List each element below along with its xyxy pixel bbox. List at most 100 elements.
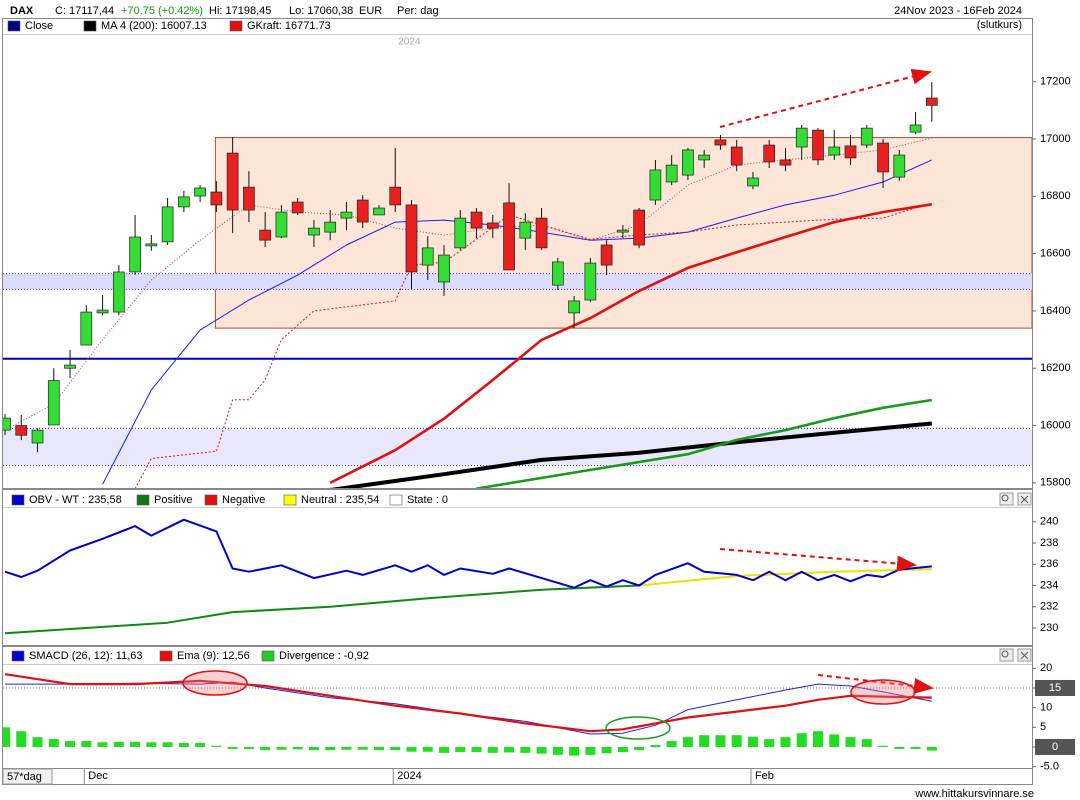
candle-body: [730, 146, 743, 166]
candle-body: [665, 164, 678, 183]
candle-body: [649, 169, 662, 201]
histogram-bar: [325, 746, 336, 751]
y-tick-label: 17000: [1040, 133, 1071, 145]
candle-body: [373, 207, 385, 216]
legend-swatch: [11, 494, 25, 506]
y-tick-label: 232: [1040, 601, 1058, 613]
watermark: www.hittakursvinnare.se: [914, 788, 1034, 800]
histogram-bar: [373, 746, 384, 751]
histogram-bar: [97, 742, 108, 747]
histogram-bar: [780, 737, 791, 747]
legend-label: OBV - WT : 235,58: [29, 494, 122, 506]
histogram-bar: [3, 727, 10, 747]
y-tick-label: 16600: [1040, 248, 1071, 260]
candle-body: [779, 159, 792, 166]
histogram-bar: [276, 746, 287, 750]
candle-body: [535, 217, 548, 249]
candle-body: [80, 311, 93, 346]
candle-body: [129, 236, 141, 273]
candle-body: [860, 127, 873, 146]
series-line: [4, 518, 932, 589]
candle-body: [389, 186, 402, 206]
close-icon: [1020, 651, 1029, 660]
legend-swatch: [83, 20, 97, 32]
trend-arrow: [719, 68, 932, 128]
candle-body: [584, 262, 597, 301]
legend-label: Neutral : 235,54: [301, 494, 379, 506]
candle-body: [161, 206, 174, 243]
candle-body: [194, 187, 206, 197]
histogram-bar: [341, 746, 352, 750]
histogram-bar: [65, 741, 76, 747]
legend-label: Negative: [222, 494, 265, 506]
series-line: [4, 584, 640, 635]
candle-body: [682, 149, 694, 176]
histogram-bar: [130, 741, 141, 747]
series-line: [4, 137, 932, 431]
histogram-bar: [666, 741, 677, 747]
histogram-bar: [894, 746, 905, 749]
macd-frame: [2, 646, 1033, 769]
legend-swatch: [159, 650, 173, 662]
highlight-ellipse: [850, 679, 916, 705]
candle-body: [486, 222, 499, 229]
trend-arrow: [817, 674, 934, 694]
candle-body: [698, 154, 711, 161]
histogram-bar: [162, 742, 173, 747]
y-tick-label: 16800: [1040, 190, 1071, 202]
legend-swatch: [261, 650, 275, 662]
highlight-ellipse: [605, 716, 671, 740]
y-tick-label: 16200: [1040, 362, 1071, 374]
histogram-bar: [178, 743, 189, 747]
legend-label: GKraft: 16771.73: [247, 20, 331, 32]
time-label: 2024: [397, 770, 421, 782]
histogram-bar: [227, 746, 238, 749]
candle-body: [405, 204, 418, 273]
candle-body: [470, 211, 483, 229]
y-tick-label: 16000: [1040, 419, 1071, 431]
candle-body: [519, 221, 532, 239]
candle-body: [210, 191, 223, 206]
histogram-bar: [731, 735, 742, 747]
histogram-bar: [390, 746, 401, 751]
histogram-bar: [308, 746, 319, 751]
close-icon: [1020, 495, 1029, 504]
legend-swatch: [389, 494, 403, 506]
panel-icons[interactable]: [999, 492, 1032, 662]
candle-body: [747, 177, 759, 187]
candle-body: [503, 202, 515, 271]
y-tick-label: -5.0: [1040, 761, 1059, 773]
histogram-bar: [113, 741, 124, 747]
candle-body: [259, 229, 272, 241]
highlight-ellipse: [182, 670, 248, 696]
histogram-bar: [829, 734, 840, 747]
histogram-bar: [910, 746, 921, 749]
legend-swatch: [7, 20, 21, 32]
histogram-bar: [617, 746, 628, 753]
time-axis-frame: [2, 768, 1033, 785]
legend-swatch: [136, 494, 150, 506]
y-tick-label: 10: [1040, 702, 1052, 714]
histogram-bar: [195, 743, 206, 747]
candle-body: [3, 417, 11, 431]
candle-body: [617, 229, 629, 233]
candle-body: [112, 271, 125, 313]
symbol: DAX: [10, 5, 34, 17]
candle-body: [438, 254, 450, 283]
legend-swatch: [229, 20, 243, 32]
histogram-bar: [682, 737, 693, 747]
histogram-bar: [536, 746, 547, 754]
histogram-bar: [878, 745, 889, 747]
histogram-bar: [569, 746, 580, 756]
histogram-bar: [715, 735, 726, 747]
candle-body: [714, 139, 727, 146]
histogram-bar: [699, 735, 710, 747]
legend-label: State : 0: [407, 494, 448, 506]
zoom-icon: [1001, 494, 1009, 502]
value-box: [1035, 679, 1075, 696]
candle-body: [568, 300, 580, 314]
candle-body: [795, 127, 808, 148]
candle-body: [47, 380, 60, 426]
